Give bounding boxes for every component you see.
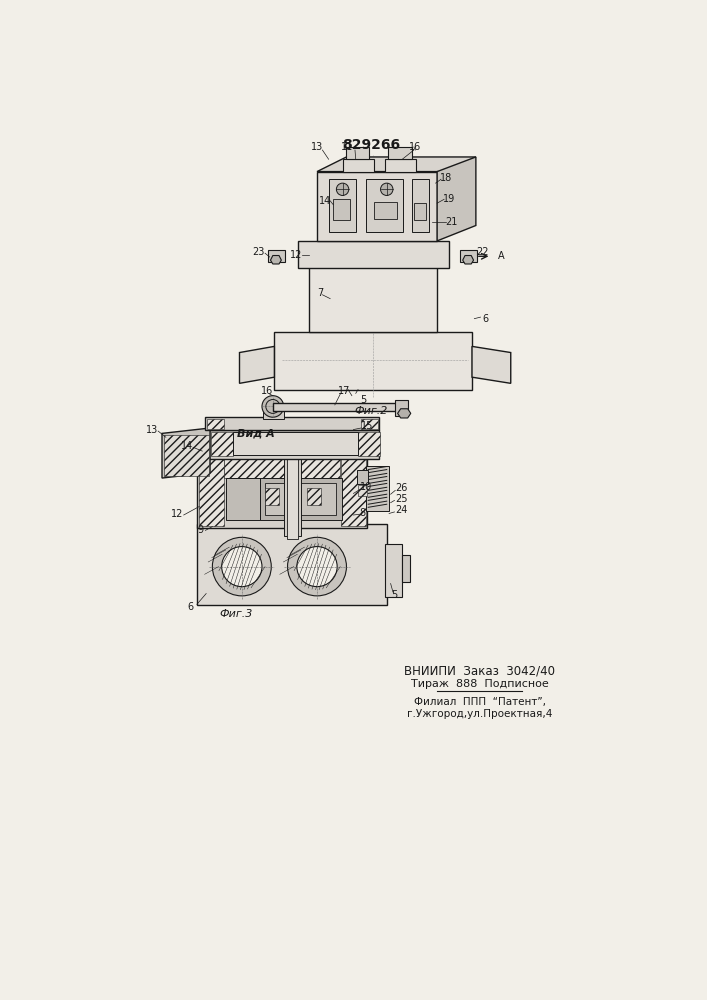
Bar [207,419,224,429]
Bar [317,172,437,241]
Circle shape [380,183,393,195]
Bar [199,450,224,526]
Bar [357,470,368,484]
Polygon shape [240,346,274,383]
Text: 14: 14 [319,196,331,206]
Bar [412,179,429,232]
Polygon shape [437,157,476,241]
Text: 25: 25 [395,494,408,504]
Bar [263,410,284,419]
Bar [414,203,426,220]
Bar [197,524,387,605]
Text: 19: 19 [443,194,455,204]
Bar [287,440,298,539]
Bar [366,179,403,232]
Polygon shape [317,157,476,172]
Text: Вид А: Вид А [237,428,275,438]
Text: А: А [498,251,504,261]
Text: Тираж  888  Подписное: Тираж 888 Подписное [411,679,549,689]
Bar [274,332,472,389]
Bar [358,432,380,456]
Text: Филиал  ППП  “Патент”,: Филиал ППП “Патент”, [414,697,546,707]
Bar [204,417,379,430]
Bar [224,451,340,478]
Bar [358,485,368,496]
Bar [298,241,449,268]
Bar [268,250,285,262]
Polygon shape [397,409,411,418]
Bar [273,403,397,411]
Polygon shape [472,346,510,383]
Bar [343,159,373,172]
Text: 26: 26 [395,483,408,493]
Bar [366,466,389,511]
Text: 13: 13 [146,425,158,435]
Text: 16: 16 [409,142,421,152]
Text: Фиг.2: Фиг.2 [355,406,388,416]
Text: 829266: 829266 [342,138,400,152]
Bar [260,478,341,520]
Circle shape [297,547,337,587]
Polygon shape [462,256,474,264]
Text: 21: 21 [445,217,457,227]
Bar [329,179,356,232]
Text: 6: 6 [482,314,489,324]
Bar [402,555,410,582]
Text: ВНИИПИ  Заказ  3042/40: ВНИИПИ Заказ 3042/40 [404,664,555,677]
Bar [346,147,369,159]
Text: 8: 8 [360,508,366,518]
Bar [265,483,337,515]
Text: 18: 18 [440,173,452,183]
Text: г.Ужгород,ул.Проектная,4: г.Ужгород,ул.Проектная,4 [407,709,552,719]
Bar [373,202,397,219]
Text: 12: 12 [171,509,184,519]
Text: 12: 12 [290,250,303,260]
Text: Фиг.3: Фиг.3 [219,609,252,619]
Text: 17: 17 [338,386,350,396]
Text: 7: 7 [317,288,323,298]
Text: 5: 5 [361,395,367,405]
Bar [385,159,416,172]
Circle shape [337,183,349,195]
Text: 14: 14 [182,441,194,451]
Bar [209,430,379,459]
Bar [211,432,233,456]
Bar [233,432,358,455]
Circle shape [288,537,346,596]
Bar [164,435,209,476]
Text: 15: 15 [361,421,373,431]
Text: 10: 10 [360,482,372,492]
Bar [333,199,351,220]
Circle shape [212,537,271,596]
Text: 6: 6 [187,602,194,612]
Bar [265,488,279,505]
Bar [361,419,378,429]
Text: 23: 23 [252,247,265,257]
Polygon shape [271,256,281,264]
Circle shape [222,547,262,587]
Text: 22: 22 [477,247,489,257]
Bar [309,266,437,332]
Bar [395,400,408,416]
Text: 24: 24 [395,505,408,515]
Bar [197,447,368,528]
Bar [460,250,477,262]
Polygon shape [162,428,210,478]
Text: 13: 13 [311,142,323,152]
Bar [388,147,411,159]
Text: 5: 5 [392,590,397,600]
Text: 16: 16 [260,386,273,396]
Circle shape [262,396,284,417]
Text: 11: 11 [341,142,354,152]
Bar [341,450,366,526]
Bar [307,488,321,505]
Bar [287,488,300,505]
Text: 9: 9 [198,525,204,535]
Bar [284,443,300,536]
Bar [385,544,402,597]
Bar [226,478,260,520]
